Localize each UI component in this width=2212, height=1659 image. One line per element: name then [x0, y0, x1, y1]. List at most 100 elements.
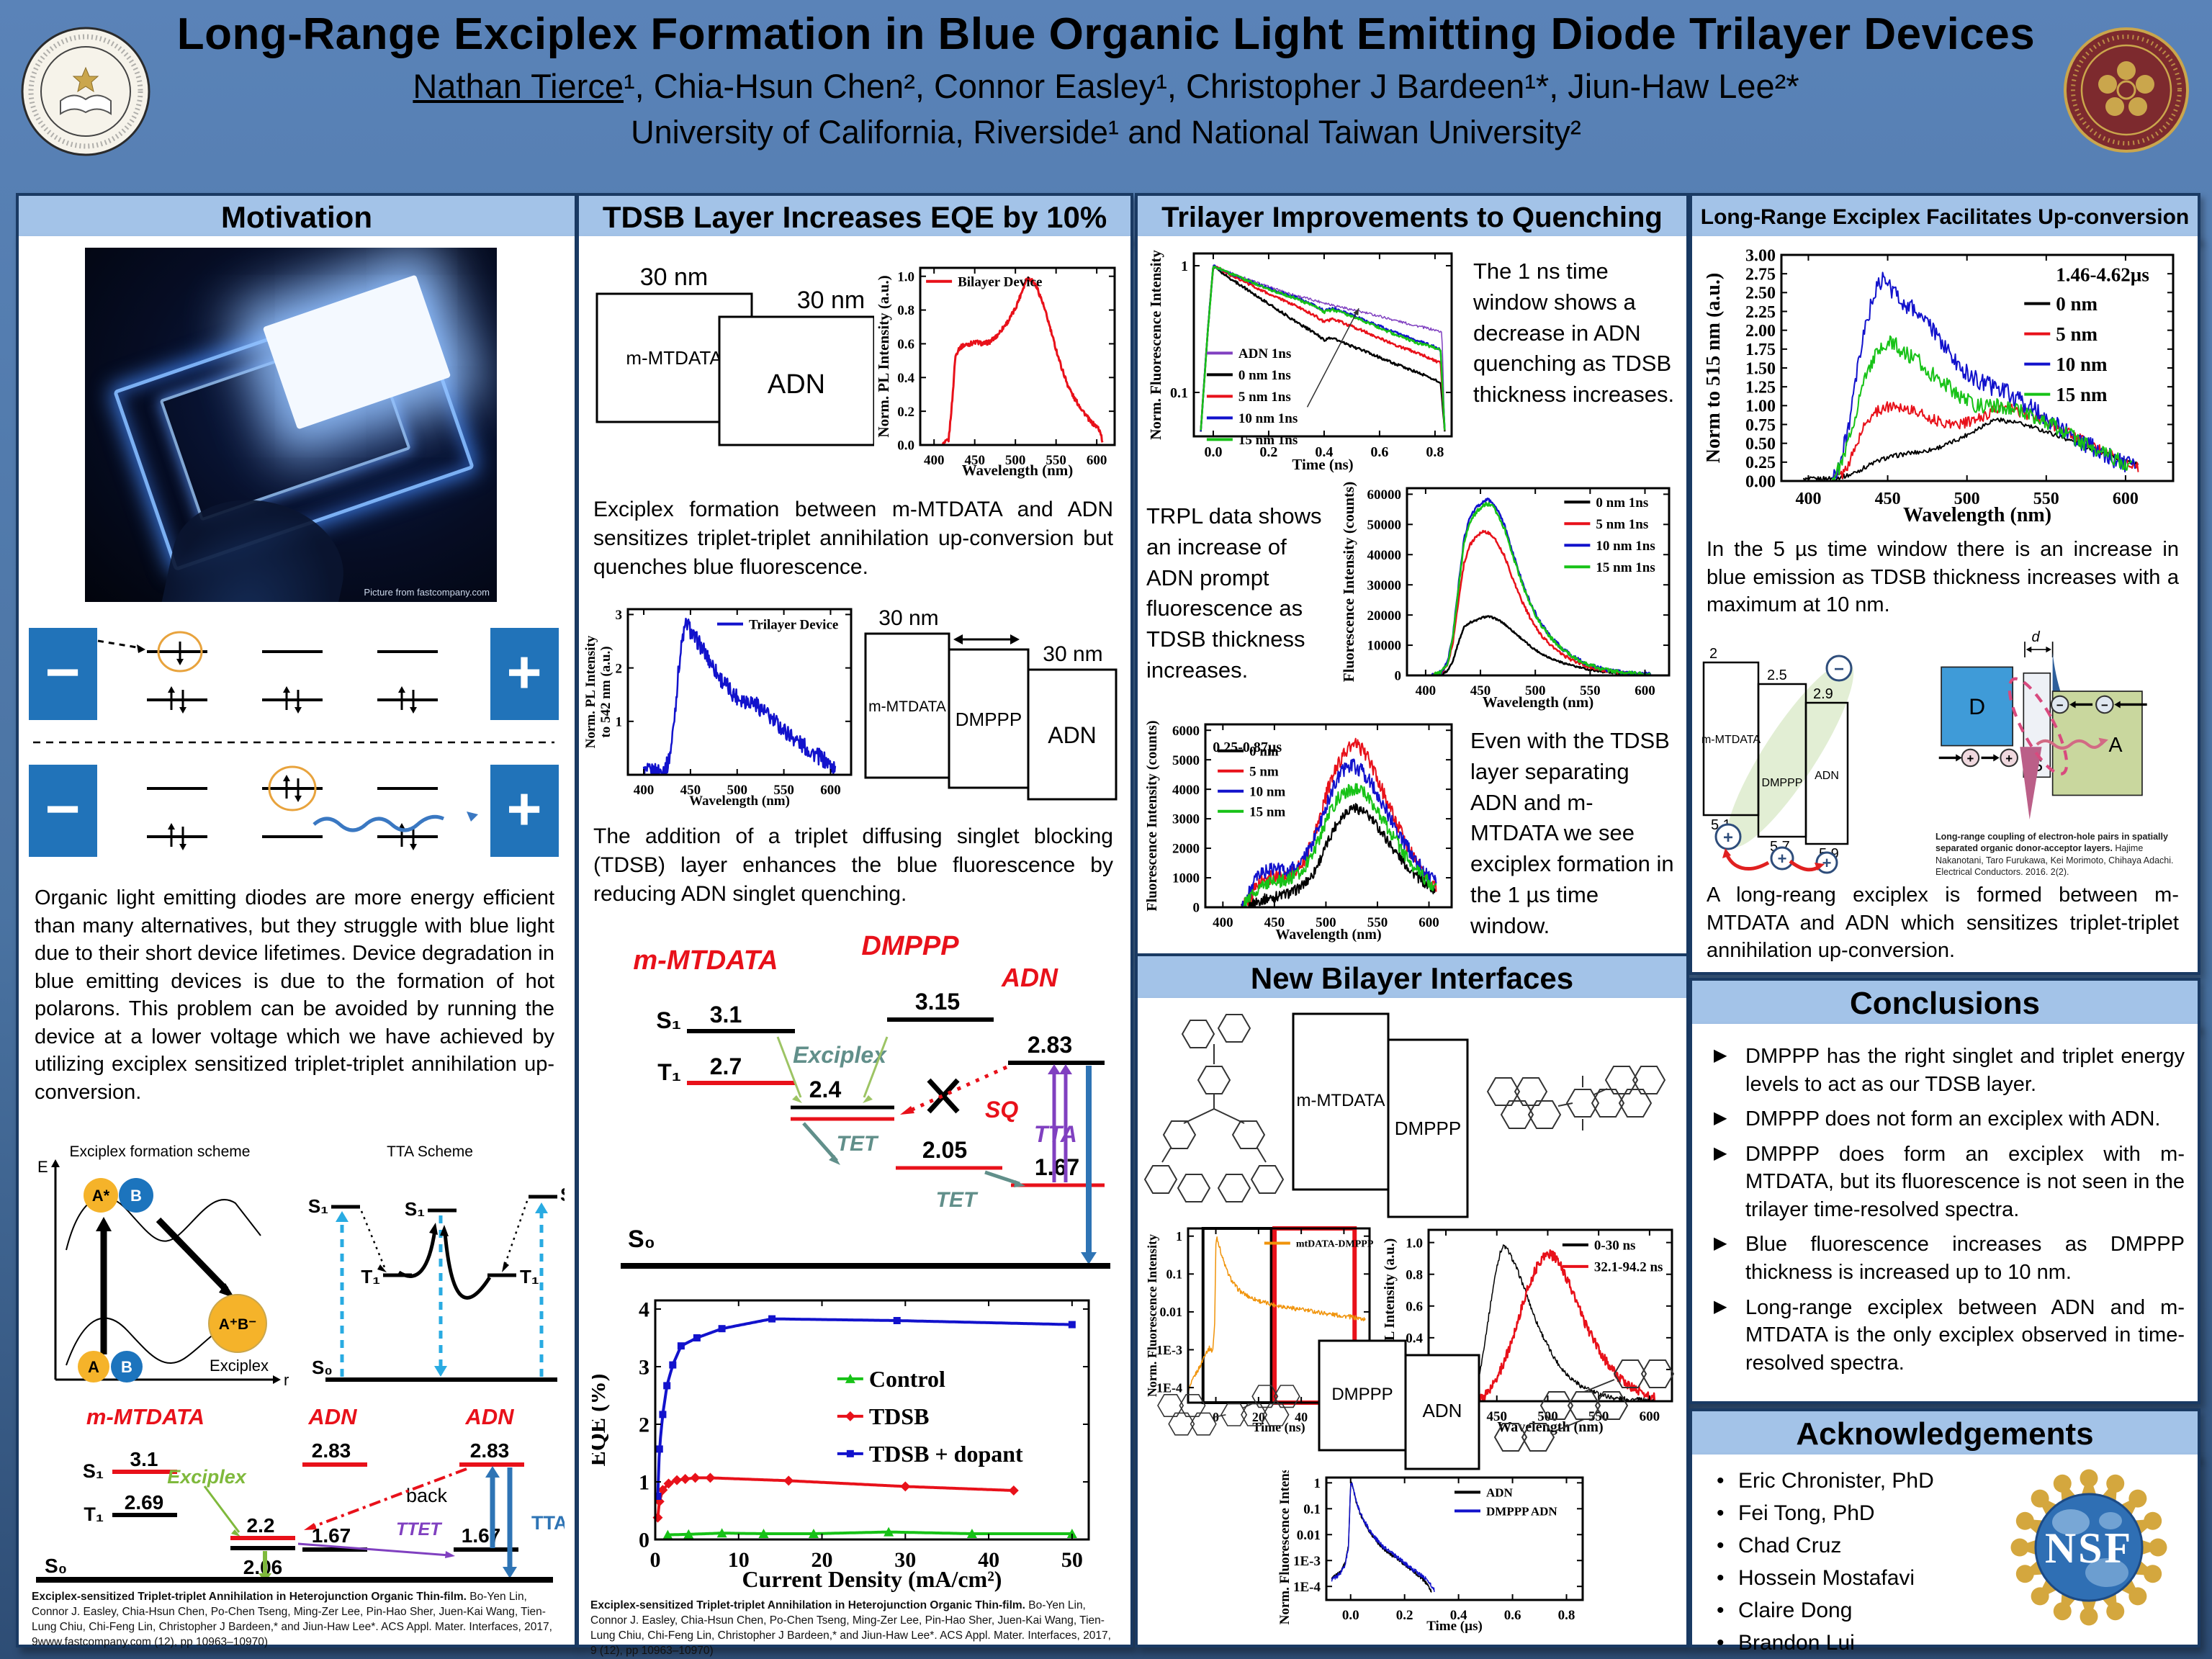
- svg-text:1E-4: 1E-4: [1156, 1380, 1182, 1395]
- acknowledgements-panel: • Eric Chronister, PhD • Fei Tong, PhD • Ch…: [1689, 1455, 2200, 1655]
- conclusion-item: ▶ Long-range exciplex between ADN and m-M…: [1714, 1295, 2185, 1375]
- svg-text:DMPPP: DMPPP: [1395, 1118, 1461, 1139]
- svg-text:600: 600: [820, 783, 841, 798]
- ack-item: • Chad Cruz: [1717, 1534, 1842, 1557]
- conclusions-panel: ▶ DMPPP has the right singlet and triplet…: [1689, 1024, 2200, 1404]
- svg-text:0.6: 0.6: [1406, 1299, 1423, 1314]
- svg-text:4000: 4000: [1172, 783, 1200, 798]
- svg-text:TDSB: TDSB: [869, 1403, 930, 1429]
- svg-text:10 nm: 10 nm: [1249, 784, 1285, 799]
- svg-text:450: 450: [1487, 1409, 1508, 1424]
- ack-item: • Claire Dong: [1717, 1599, 1853, 1622]
- svg-text:1: 1: [616, 714, 623, 729]
- page-title: Long-Range Exciplex Formation in Blue Or…: [176, 9, 2036, 59]
- svg-text:1: 1: [1181, 258, 1188, 274]
- svg-text:0 nm: 0 nm: [1249, 744, 1279, 759]
- svg-text:Time (µs): Time (µs): [1426, 1619, 1483, 1634]
- svg-text:A: A: [88, 1358, 99, 1376]
- svg-text:30000: 30000: [1367, 578, 1402, 593]
- svg-text:0.1: 0.1: [1166, 1267, 1183, 1282]
- tdsb-panel: 30 nm m-MTDATA 30 nm ADN 400 450 500 550 600…: [576, 236, 1133, 1657]
- anode-block: [490, 628, 559, 720]
- svg-text:ADN 1ns: ADN 1ns: [1238, 346, 1291, 361]
- svg-text:Bilayer Device: Bilayer Device: [958, 274, 1042, 289]
- svg-text:d: d: [2032, 631, 2041, 645]
- exciplex-quench-text: Exciplex formation between m-MTDATA and …: [593, 498, 1113, 579]
- exciplex-molecule: [208, 1294, 267, 1353]
- photon-wavy-arrow: [313, 814, 445, 832]
- quenching-header: Trilayer Improvements to Quenching: [1135, 193, 1689, 242]
- conclusion-item: ▶ Blue fluorescence increases as DMPPP th…: [1714, 1233, 2185, 1284]
- svg-text:0.0: 0.0: [897, 439, 914, 454]
- svg-text:550: 550: [1588, 1409, 1609, 1424]
- svg-text:40000: 40000: [1367, 548, 1402, 563]
- cathode-block: [29, 628, 97, 720]
- svg-text:ADN: ADN: [464, 1406, 514, 1429]
- svg-text:B: B: [121, 1358, 132, 1376]
- open-book-icon: [60, 94, 112, 115]
- lead-author: Nathan Tierce: [413, 67, 624, 105]
- svg-text:3.15: 3.15: [915, 989, 960, 1015]
- svg-text:ADN: ADN: [1423, 1400, 1462, 1421]
- adn-dmppp-decay-chart: 0.0 0.2 0.4 0.6 0.8 1 0.1 0.01 1E-3 1E-4 Time (µs)…: [1277, 1470, 1584, 1634]
- svg-text:0.2: 0.2: [1259, 444, 1277, 460]
- svg-text:550: 550: [2033, 490, 2059, 508]
- svg-text:550: 550: [1367, 915, 1388, 930]
- trpl-text: TRPL data shows an increase of ADN promp…: [1146, 503, 1322, 683]
- svg-text:550: 550: [1580, 683, 1601, 698]
- svg-text:Wavelength (nm): Wavelength (nm): [689, 793, 790, 809]
- bilayer-interfaces-header: New Bilayer Interfaces: [1135, 953, 1689, 1004]
- svg-text:TET: TET: [936, 1188, 979, 1212]
- svg-text:+: +: [506, 775, 541, 842]
- bilayer-device-diagram: 30 nm m-MTDATA 30 nm ADN: [595, 264, 874, 446]
- svg-text:1E-3: 1E-3: [1156, 1343, 1182, 1357]
- svg-text:30 nm: 30 nm: [1043, 642, 1102, 666]
- ack-item: • Hossein Mostafavi: [1717, 1566, 1915, 1590]
- svg-text:2.7: 2.7: [710, 1053, 742, 1079]
- svg-text:400: 400: [1795, 490, 1821, 508]
- acknowledgements-header: Acknowledgements: [1689, 1408, 2200, 1460]
- svg-text:450: 450: [680, 783, 701, 798]
- svg-text:1.0: 1.0: [1406, 1236, 1423, 1251]
- bilayer-interfaces-panel: m-MTDATA DMPPP 020406010.10.011E-31E-4Ti…: [1135, 998, 1689, 1647]
- svg-text:Norm. PL Intensity: Norm. PL Intensity: [583, 635, 598, 748]
- svg-text:1: 1: [639, 1471, 649, 1495]
- svg-text:Exciplex: Exciplex: [210, 1357, 269, 1375]
- anode-block-2: [490, 765, 559, 857]
- svg-text:0.6: 0.6: [1504, 1608, 1521, 1623]
- conclusions-list: ▶ DMPPP has the right singlet and triplet…: [1692, 1024, 2198, 1377]
- svg-text:−: −: [45, 775, 80, 842]
- svg-text:1: 1: [1176, 1229, 1182, 1244]
- svg-text:2.75: 2.75: [1745, 266, 1776, 284]
- svg-text:−: −: [1834, 660, 1844, 679]
- svg-text:DMPPP: DMPPP: [861, 931, 959, 961]
- svg-text:400: 400: [924, 453, 945, 468]
- svg-text:0.75: 0.75: [1745, 416, 1776, 435]
- svg-text:Fluorescence Intensity (counts: Fluorescence Intensity (counts): [1341, 482, 1357, 682]
- svg-text:0.1: 0.1: [1170, 385, 1188, 401]
- cathode-block-2: [29, 765, 97, 857]
- quench-decay-chart: 0.0 0.2 0.4 0.6 0.8 1 0.1 Time (ns) Norm. Fluore…: [1148, 250, 1453, 473]
- svg-text:EQE (%): EQE (%): [592, 1374, 610, 1467]
- conclusions-header: Conclusions: [1689, 978, 2200, 1030]
- svg-text:0.6: 0.6: [897, 337, 914, 352]
- svg-text:0: 0: [650, 1548, 661, 1572]
- svg-text:T₁: T₁: [84, 1503, 104, 1525]
- svg-text:0.0: 0.0: [1204, 444, 1222, 460]
- svg-text:Wavelength (nm): Wavelength (nm): [1483, 693, 1594, 711]
- svg-text:DMPPP ADN: DMPPP ADN: [1486, 1504, 1557, 1518]
- polaron-charge-diagram: − + − +: [29, 628, 559, 857]
- svg-text:T₁: T₁: [361, 1266, 380, 1287]
- molecule-A: [78, 1351, 109, 1382]
- exciplex-window-text: Even with the TDSB layer separating ADN …: [1470, 728, 1674, 938]
- svg-text:450: 450: [1264, 915, 1285, 930]
- svg-text:5 nm 1ns: 5 nm 1ns: [1238, 390, 1291, 405]
- svg-text:D: D: [1969, 693, 1985, 719]
- photo-caption: Picture from fastcompany.com: [364, 587, 490, 598]
- svg-text:B: B: [130, 1187, 142, 1205]
- svg-text:400: 400: [634, 783, 655, 798]
- exciplex-tta-schemes: Exciplex formation scheme TTA Scheme E r…: [37, 1143, 565, 1389]
- svg-text:450: 450: [1470, 683, 1491, 698]
- svg-text:Norm. PL Intensity (a.u.): Norm. PL Intensity (a.u.): [876, 275, 892, 437]
